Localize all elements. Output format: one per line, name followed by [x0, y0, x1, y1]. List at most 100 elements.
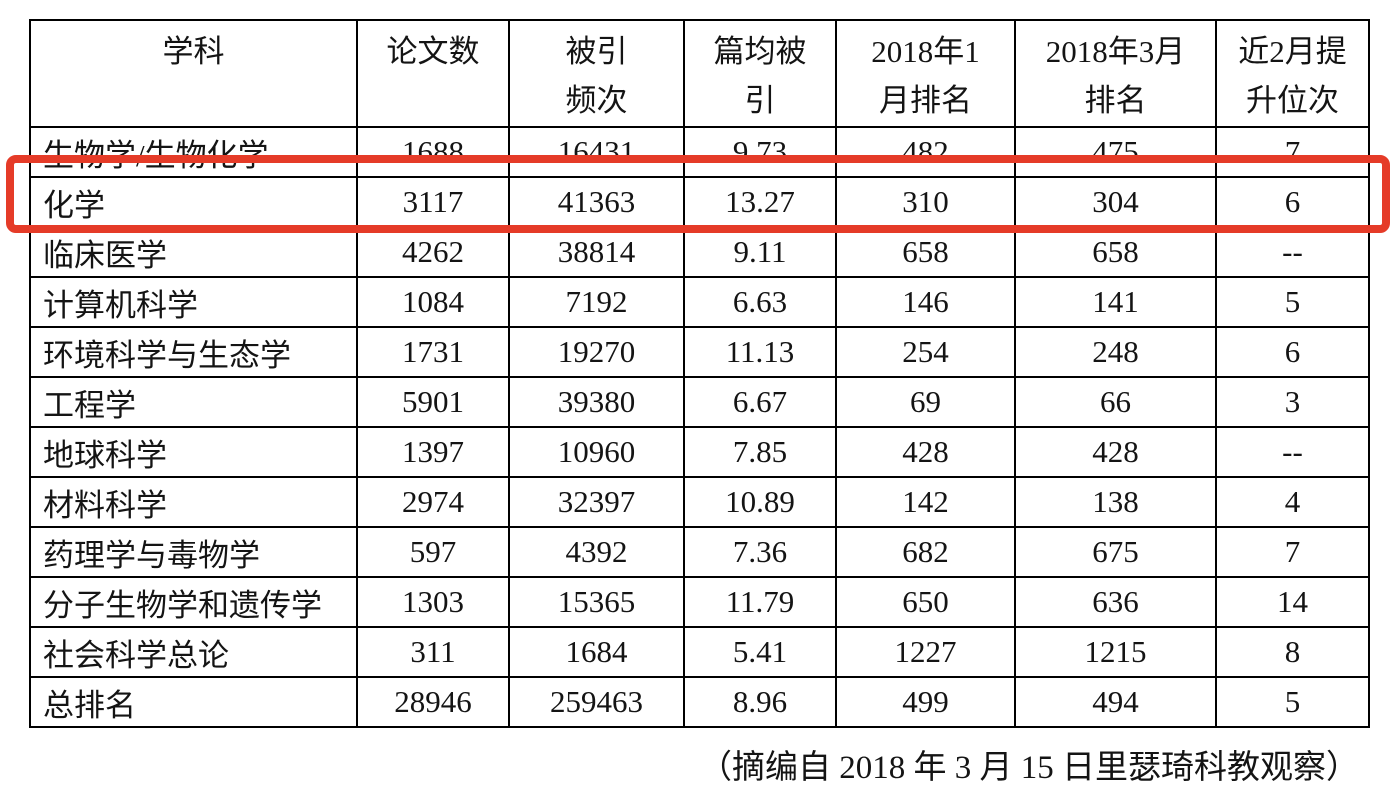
value-cell: 310	[835, 176, 1016, 228]
value-cell: 28946	[356, 676, 510, 728]
table-row-highlighted: 化学 3117 41363 13.27 310 304 6	[29, 176, 1370, 228]
value-cell: --	[1215, 426, 1370, 478]
value-cell: 141	[1014, 276, 1217, 328]
value-cell: 38814	[508, 226, 685, 278]
value-cell: 4	[1215, 476, 1370, 528]
value-cell: 5901	[356, 376, 510, 428]
value-cell: 675	[1014, 526, 1217, 578]
value-cell: 41363	[508, 176, 685, 228]
value-cell: 7	[1215, 526, 1370, 578]
value-cell: 428	[1014, 426, 1217, 478]
column-header-rank-jan2018: 2018年1 月排名	[835, 19, 1016, 128]
value-cell: 5	[1215, 676, 1370, 728]
value-cell: 4262	[356, 226, 510, 278]
esi-ranking-table: 学科 论文数 被引 频次 篇均被 引 2018年1 月排名 2018年3月 排名…	[29, 19, 1370, 728]
value-cell: 11.13	[683, 326, 837, 378]
value-cell: 482	[835, 126, 1016, 178]
column-header-rank-improvement: 近2月提 升位次	[1215, 19, 1370, 128]
value-cell: 5	[1215, 276, 1370, 328]
subject-cell: 化学	[29, 176, 358, 228]
value-cell: 6	[1215, 176, 1370, 228]
table-row: 药理学与毒物学 597 4392 7.36 682 675 7	[29, 526, 1370, 578]
value-cell: 7.85	[683, 426, 837, 478]
subject-cell: 计算机科学	[29, 276, 358, 328]
value-cell: 6	[1215, 326, 1370, 378]
value-cell: 1215	[1014, 626, 1217, 678]
value-cell: 248	[1014, 326, 1217, 378]
table-row: 生物学/生物化学 1688 16431 9.73 482 475 7	[29, 126, 1370, 178]
value-cell: 32397	[508, 476, 685, 528]
value-cell: 66	[1014, 376, 1217, 428]
subject-cell: 地球科学	[29, 426, 358, 478]
value-cell: 19270	[508, 326, 685, 378]
value-cell: 311	[356, 626, 510, 678]
value-cell: 5.41	[683, 626, 837, 678]
value-cell: 138	[1014, 476, 1217, 528]
subject-cell: 临床医学	[29, 226, 358, 278]
value-cell: 142	[835, 476, 1016, 528]
value-cell: 15365	[508, 576, 685, 628]
value-cell: 259463	[508, 676, 685, 728]
column-header-cites-per-paper: 篇均被 引	[683, 19, 837, 128]
value-cell: 475	[1014, 126, 1217, 178]
value-cell: 11.79	[683, 576, 837, 628]
value-cell: 499	[835, 676, 1016, 728]
value-cell: 8.96	[683, 676, 837, 728]
value-cell: 6.63	[683, 276, 837, 328]
source-note: （摘编自 2018 年 3 月 15 日里瑟琦科教观察）	[699, 750, 1359, 786]
value-cell: 39380	[508, 376, 685, 428]
subject-cell: 药理学与毒物学	[29, 526, 358, 578]
header-row: 学科 论文数 被引 频次 篇均被 引 2018年1 月排名 2018年3月 排名…	[29, 19, 1370, 128]
value-cell: 14	[1215, 576, 1370, 628]
value-cell: 7192	[508, 276, 685, 328]
value-cell: 13.27	[683, 176, 837, 228]
subject-cell: 工程学	[29, 376, 358, 428]
value-cell: 7.36	[683, 526, 837, 578]
value-cell: 428	[835, 426, 1016, 478]
value-cell: 4392	[508, 526, 685, 578]
value-cell: 1084	[356, 276, 510, 328]
table-row: 环境科学与生态学 1731 19270 11.13 254 248 6	[29, 326, 1370, 378]
table-row: 社会科学总论 311 1684 5.41 1227 1215 8	[29, 626, 1370, 678]
value-cell: 8	[1215, 626, 1370, 678]
value-cell: --	[1215, 226, 1370, 278]
value-cell: 3	[1215, 376, 1370, 428]
column-header-subject: 学科	[29, 19, 358, 128]
column-header-citations: 被引 频次	[508, 19, 685, 128]
value-cell: 16431	[508, 126, 685, 178]
subject-cell: 社会科学总论	[29, 626, 358, 678]
value-cell: 10.89	[683, 476, 837, 528]
value-cell: 1688	[356, 126, 510, 178]
table-row: 分子生物学和遗传学 1303 15365 11.79 650 636 14	[29, 576, 1370, 628]
value-cell: 2974	[356, 476, 510, 528]
table-row: 计算机科学 1084 7192 6.63 146 141 5	[29, 276, 1370, 328]
subject-cell: 环境科学与生态学	[29, 326, 358, 378]
value-cell: 304	[1014, 176, 1217, 228]
value-cell: 1731	[356, 326, 510, 378]
value-cell: 1397	[356, 426, 510, 478]
subject-cell: 总排名	[29, 676, 358, 728]
subject-cell: 生物学/生物化学	[29, 126, 358, 178]
value-cell: 1227	[835, 626, 1016, 678]
value-cell: 494	[1014, 676, 1217, 728]
value-cell: 9.73	[683, 126, 837, 178]
subject-cell: 材料科学	[29, 476, 358, 528]
value-cell: 10960	[508, 426, 685, 478]
column-header-rank-mar2018: 2018年3月 排名	[1014, 19, 1217, 128]
value-cell: 6.67	[683, 376, 837, 428]
value-cell: 682	[835, 526, 1016, 578]
value-cell: 636	[1014, 576, 1217, 628]
table-row: 工程学 5901 39380 6.67 69 66 3	[29, 376, 1370, 428]
value-cell: 1303	[356, 576, 510, 628]
table-row: 材料科学 2974 32397 10.89 142 138 4	[29, 476, 1370, 528]
value-cell: 658	[835, 226, 1016, 278]
value-cell: 1684	[508, 626, 685, 678]
column-header-paper-count: 论文数	[356, 19, 510, 128]
table-row: 临床医学 4262 38814 9.11 658 658 --	[29, 226, 1370, 278]
table-row-total: 总排名 28946 259463 8.96 499 494 5	[29, 676, 1370, 728]
value-cell: 650	[835, 576, 1016, 628]
value-cell: 146	[835, 276, 1016, 328]
value-cell: 7	[1215, 126, 1370, 178]
value-cell: 254	[835, 326, 1016, 378]
